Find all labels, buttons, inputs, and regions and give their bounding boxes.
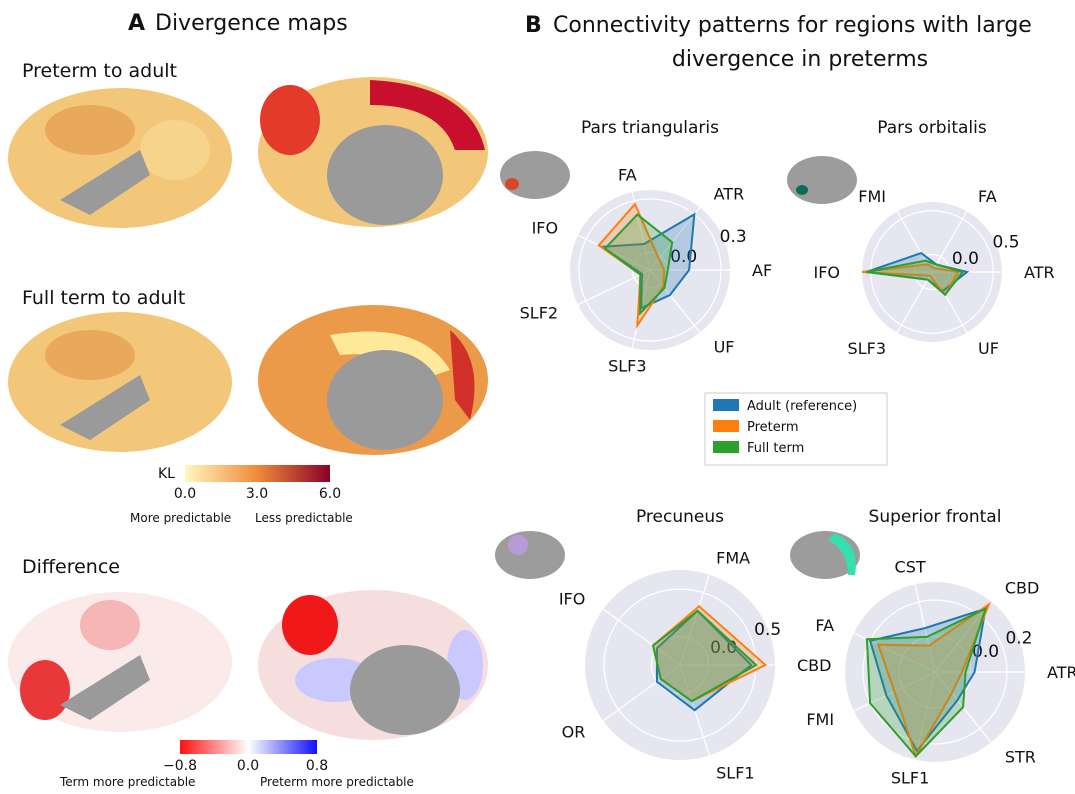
axis-label: CST: [895, 558, 926, 577]
colorbar-tick: 0.0: [237, 758, 259, 774]
axis-label: IFO: [813, 263, 840, 282]
axis-label: STR: [1005, 747, 1036, 766]
spoke: [931, 211, 968, 273]
radar-series: [866, 259, 965, 297]
spoke: [931, 271, 968, 333]
colorbar-tick: 3.0: [246, 486, 268, 502]
colorbar-tick: 0.0: [174, 486, 196, 502]
axis-label: FMI: [806, 710, 834, 729]
legend-label: Preterm: [747, 420, 799, 435]
row-title: Difference: [22, 556, 120, 578]
axis-label: UF: [714, 338, 735, 357]
legend-swatch: [713, 399, 739, 411]
axis-label: SLF3: [608, 357, 646, 376]
brain-thumbnail: [787, 156, 857, 204]
spoke: [914, 671, 936, 760]
row-title: Preterm to adult: [22, 60, 177, 82]
panel-letter: B: [525, 13, 542, 38]
chart-title: Superior frontal: [869, 507, 1002, 527]
brain-thumbnail: [790, 531, 860, 579]
panel-letter: A: [128, 11, 145, 36]
chart-title: Pars orbitalis: [877, 118, 987, 138]
r-tick-label: 0.5: [992, 233, 1019, 253]
colorbar: [180, 740, 317, 754]
panel-title: divergence in preterms: [672, 47, 928, 72]
r-tick-label: 0.2: [1005, 629, 1032, 649]
spoke: [602, 664, 681, 722]
axis-label: UF: [978, 339, 999, 358]
spoke: [679, 574, 710, 666]
colorbar-note: Less predictable: [255, 511, 353, 525]
axis-label: AF: [752, 261, 772, 280]
spoke: [649, 269, 701, 333]
axis-label: SLF1: [716, 763, 754, 782]
r-tick-label: 0.5: [754, 620, 781, 640]
brain-thumbnail: [495, 531, 565, 579]
axis-label: CBD: [797, 656, 831, 675]
row-title: Full term to adult: [22, 287, 185, 309]
colorbar-note: Term more predictable: [59, 775, 195, 789]
axis-label: ATR: [714, 184, 745, 203]
legend-label: Full term: [747, 441, 804, 456]
axis-label: CBD: [1005, 579, 1039, 598]
colorbar: [185, 465, 330, 482]
chart-title: Precuneus: [636, 507, 724, 527]
legend-swatch: [713, 441, 739, 453]
spoke: [896, 271, 933, 333]
brain-lateral: [8, 592, 232, 732]
axis-label: IFO: [559, 590, 586, 609]
axis-label: FA: [618, 165, 637, 184]
colorbar-label: KL: [158, 466, 175, 482]
r-tick-label: 0.0: [952, 249, 979, 269]
colorbar-tick: 0.8: [306, 758, 328, 774]
axis-label: SLF3: [848, 339, 886, 358]
axis-label: SLF1: [891, 768, 929, 787]
axis-label: FA: [815, 616, 834, 635]
axis-label: FA: [978, 187, 997, 206]
brain-medial: [258, 77, 488, 227]
axis-label: FMI: [858, 187, 886, 206]
r-tick-label: 0.3: [720, 227, 747, 247]
spoke: [934, 601, 992, 673]
brain-medial: [258, 305, 488, 455]
colorbar-tick: −0.8: [163, 758, 197, 774]
radar-series: [865, 606, 988, 758]
axis-label: SLF2: [520, 304, 558, 323]
legend-swatch: [713, 420, 739, 432]
axis-label: FMA: [716, 549, 750, 568]
spoke: [602, 608, 681, 666]
axis-label: ATR: [1047, 663, 1075, 682]
colorbar-note: More predictable: [130, 511, 231, 525]
spoke: [577, 234, 651, 271]
axis-label: IFO: [532, 218, 559, 237]
legend-label: Adult (reference): [747, 399, 857, 414]
brain-lateral: [8, 88, 232, 228]
brain-lateral: [8, 312, 232, 452]
radar-series: [651, 609, 758, 703]
radar-series: [603, 213, 674, 316]
axis-label: OR: [562, 722, 586, 741]
colorbar-note: Preterm more predictable: [260, 775, 414, 789]
spoke: [577, 269, 651, 306]
axis-label: ATR: [1024, 263, 1055, 282]
brain-thumbnail: [500, 151, 570, 199]
chart-title: Pars triangularis: [581, 118, 719, 138]
colorbar-tick: 6.0: [319, 486, 341, 502]
brain-medial: [258, 590, 488, 740]
panel-title: Divergence maps: [155, 11, 348, 36]
panel-title: Connectivity patterns for regions with l…: [553, 13, 1032, 38]
